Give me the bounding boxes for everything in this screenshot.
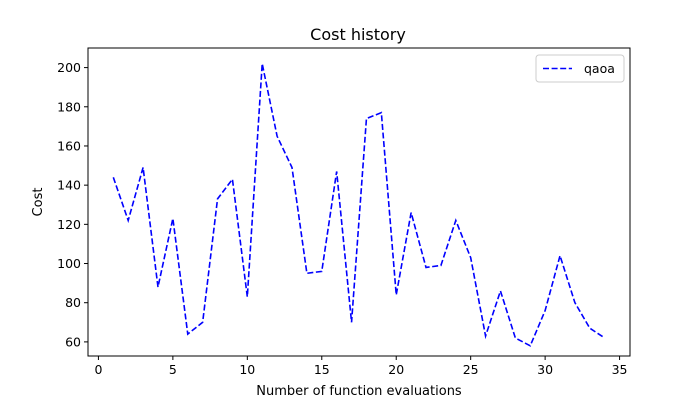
y-tick-label: 180 [57,99,81,114]
x-tick-label: 10 [239,362,255,377]
y-tick-label: 200 [57,60,81,75]
x-tick-label: 30 [537,362,553,377]
x-tick-label: 0 [94,362,102,377]
legend-box [535,54,625,83]
x-tick-label: 15 [314,362,330,377]
x-tick-label: 20 [388,362,404,377]
y-tick-label: 140 [57,178,81,193]
plot-frame [87,47,631,357]
x-tick-label: 25 [463,362,479,377]
legend: qaoa [535,54,625,83]
y-tick-label: 60 [65,334,81,349]
y-tick-label: 100 [57,256,81,271]
chart-title: Cost history [310,25,406,44]
x-axis-label: Number of function evaluations [256,384,462,399]
y-tick-label: 80 [65,295,81,310]
y-tick-label: 120 [57,217,81,232]
x-tick-label: 35 [612,362,628,377]
y-tick-label: 160 [57,138,81,153]
legend-label-qaoa: qaoa [584,61,615,76]
plot-area [112,63,606,347]
x-axis: 0 5 10 15 20 25 30 35 [94,356,628,377]
series-line-qaoa [112,63,606,347]
y-axis-label: Cost [31,188,46,217]
y-axis: 60 80 100 120 140 160 180 200 [57,60,88,349]
x-tick-label: 5 [169,362,177,377]
